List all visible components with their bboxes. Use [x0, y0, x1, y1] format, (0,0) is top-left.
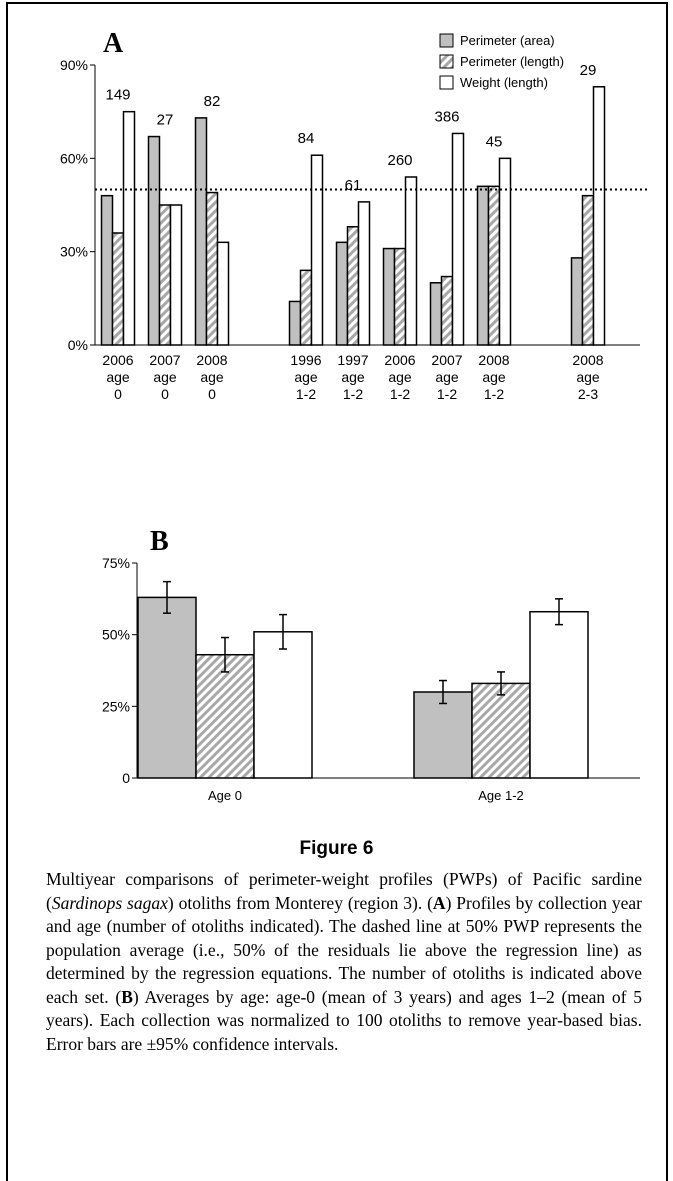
x-tick-label: Age 1-2 [478, 788, 524, 803]
count-label: 45 [486, 133, 503, 150]
bar [335, 241, 349, 346]
bar [169, 204, 183, 346]
caption-text: ) Averages by age: age-0 (mean of 3 year… [46, 986, 642, 1054]
bar [122, 110, 136, 346]
caption-text: A [432, 892, 446, 913]
x-tick-label: 2007 age 1-2 [431, 352, 462, 402]
x-tick-label: 2008 age 2-3 [572, 352, 603, 402]
count-label: 29 [580, 62, 597, 79]
y-tick-label: 50% [102, 627, 130, 643]
x-tick-label: Age 0 [208, 788, 242, 803]
bar [471, 682, 531, 779]
bar [111, 232, 125, 346]
bar [404, 176, 418, 346]
panel-label: B [150, 526, 169, 557]
bar [100, 194, 114, 346]
bar [393, 247, 407, 346]
bar [570, 257, 584, 346]
bar [357, 201, 371, 346]
caption: Multiyear comparisons of perimeter-weigh… [46, 868, 642, 1056]
y-tick-label: 0 [122, 770, 130, 786]
bar [440, 275, 454, 346]
bar [413, 691, 473, 779]
caption-text: Multiyear comparisons of perimeter-weigh… [46, 869, 642, 913]
bar [581, 194, 595, 346]
y-tick-label: 0% [68, 337, 88, 353]
bar [592, 86, 606, 346]
bar [288, 300, 302, 346]
x-tick-label: 1997 age 1-2 [337, 352, 368, 402]
y-tick-label: 25% [102, 698, 130, 714]
bar [253, 631, 313, 779]
legend-label: Perimeter (area) [460, 33, 555, 48]
bar [299, 269, 313, 346]
bar [195, 653, 255, 779]
count-label: 61 [345, 177, 362, 194]
caption-text: B [121, 986, 133, 1007]
bar [476, 185, 490, 346]
y-tick-label: 30% [60, 244, 88, 260]
bar [346, 226, 360, 346]
x-tick-label: 2007 age 0 [149, 352, 180, 402]
bar [158, 204, 172, 346]
count-label: 386 [434, 108, 459, 125]
bar [382, 247, 396, 346]
legend-label: Weight (length) [460, 75, 548, 90]
count-label: 27 [157, 112, 174, 129]
legend-swatch [439, 33, 454, 48]
x-tick-label: 2006 age 0 [102, 352, 133, 402]
bar [451, 132, 465, 346]
legend-swatch [439, 75, 454, 90]
caption-text: ) otoliths from Monterey (region 3). ( [167, 892, 433, 913]
figure-label: Figure 6 [299, 838, 374, 859]
y-tick-label: 60% [60, 150, 88, 166]
bar [487, 185, 501, 346]
count-label: 260 [387, 152, 412, 169]
bar [529, 610, 589, 779]
legend-label: Perimeter (length) [460, 54, 564, 69]
x-tick-label: 2008 age 1-2 [478, 352, 509, 402]
bar [137, 596, 197, 779]
panel-label: A [103, 28, 124, 59]
y-tick-label: 75% [102, 555, 130, 571]
x-tick-label: 2006 age 1-2 [384, 352, 415, 402]
figure-frame [6, 2, 668, 1181]
legend-swatch [439, 54, 454, 69]
x-tick-label: 2008 age 0 [196, 352, 227, 402]
bar [310, 154, 324, 346]
bar [429, 282, 443, 346]
bar [216, 241, 230, 346]
x-tick-label: 1996 age 1-2 [290, 352, 321, 402]
bar [205, 191, 219, 346]
count-label: 82 [204, 93, 221, 110]
count-label: 84 [298, 130, 315, 147]
caption-text: ) Profiles by collection year and age (n… [46, 892, 642, 1007]
charts: A 0% 30% 60% 90% 2006 age 0 149 2007 age 0 27 2008 age… [60, 28, 650, 803]
bar [498, 157, 512, 346]
y-tick-label: 90% [60, 57, 88, 73]
caption-text: Sardinops sagax [51, 892, 168, 913]
count-label: 149 [105, 87, 130, 104]
bar [147, 135, 161, 346]
bar [194, 117, 208, 346]
